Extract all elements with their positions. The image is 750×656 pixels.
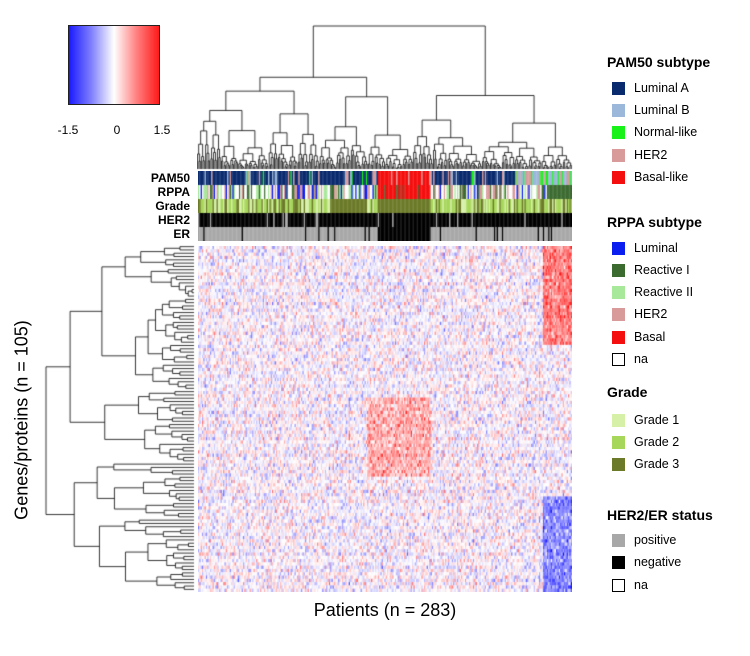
annotation-tracks xyxy=(198,171,572,241)
legend-item: Grade 2 xyxy=(612,435,679,449)
legend-title-pam50: PAM50 subtype xyxy=(607,54,711,70)
track-label-rppa: RPPA xyxy=(157,185,190,199)
legend-swatch xyxy=(612,533,625,547)
legend-label: Grade 2 xyxy=(634,435,680,449)
legend-label: HER2 xyxy=(634,148,668,162)
legend-item: HER2 xyxy=(612,307,667,321)
legend-swatch xyxy=(612,352,625,366)
y-axis-label: Genes/proteins (n = 105) xyxy=(11,320,32,520)
track-label-grade: Grade xyxy=(155,199,190,213)
legend-label: Normal-like xyxy=(634,125,698,139)
color-scale-tick-max: 1.5 xyxy=(153,123,171,137)
legend-item: Basal-like xyxy=(612,170,688,184)
legend-swatch xyxy=(612,578,625,592)
legend-item: HER2 xyxy=(612,148,667,162)
x-axis-label: Patients (n = 283) xyxy=(313,600,457,620)
legend-swatch xyxy=(612,103,625,117)
legend-swatch xyxy=(612,555,625,569)
legend-item: Normal-like xyxy=(612,125,697,139)
legend-item: negative xyxy=(612,555,681,569)
legend-label: Grade 1 xyxy=(634,413,680,427)
color-scale-tick-min: -1.5 xyxy=(57,123,79,137)
legend-item: Luminal xyxy=(612,241,678,255)
legend-label: na xyxy=(634,352,648,366)
legend-item: Basal xyxy=(612,330,665,344)
legend-item: positive xyxy=(612,533,676,547)
legend-item: Reactive I xyxy=(612,263,690,277)
legend-title-grade: Grade xyxy=(607,384,648,400)
legend-swatch xyxy=(612,170,625,184)
track-label-pam50: PAM50 xyxy=(150,171,190,185)
legend-title-her2-er: HER2/ER status xyxy=(607,507,713,523)
legend-swatch xyxy=(612,330,625,344)
track-label-er: ER xyxy=(173,227,190,241)
legend-swatch xyxy=(612,263,625,277)
legend-item: Grade 3 xyxy=(612,457,679,471)
legend-item: na xyxy=(612,352,648,366)
legend-swatch xyxy=(612,81,625,95)
row-dendrogram xyxy=(44,245,196,593)
legend-label: positive xyxy=(634,533,677,547)
track-label-her2: HER2 xyxy=(157,213,190,227)
legend-swatch xyxy=(612,307,625,321)
legend-label: Reactive I xyxy=(634,263,690,277)
legend-title-rppa: RPPA subtype xyxy=(607,214,702,230)
legend-label: Luminal B xyxy=(634,103,690,117)
color-scale-tick-zero: 0 xyxy=(113,123,121,137)
legend-label: Reactive II xyxy=(634,285,694,299)
legend-swatch xyxy=(612,457,625,471)
legend-item: Luminal A xyxy=(612,81,689,95)
legend-swatch xyxy=(612,285,625,299)
legend-swatch xyxy=(612,148,625,162)
legend-label: Grade 3 xyxy=(634,457,680,471)
legend-label: negative xyxy=(634,555,682,569)
legend-item: Reactive II xyxy=(612,285,693,299)
legend-label: HER2 xyxy=(634,307,668,321)
legend-item: Luminal B xyxy=(612,103,690,117)
legend-item: Grade 1 xyxy=(612,413,679,427)
legend-label: Luminal xyxy=(634,241,678,255)
heatmap-cells xyxy=(198,246,572,592)
color-scale-bar xyxy=(68,25,160,105)
legend-swatch xyxy=(612,125,625,139)
legend-swatch xyxy=(612,435,625,449)
legend-label: Basal-like xyxy=(634,170,689,184)
legend-item: na xyxy=(612,578,648,592)
legend-swatch xyxy=(612,241,625,255)
column-dendrogram xyxy=(197,24,573,170)
legend-label: Basal xyxy=(634,330,666,344)
legend-label: na xyxy=(634,578,648,592)
legend-label: Luminal A xyxy=(634,81,689,95)
legend-swatch xyxy=(612,413,625,427)
